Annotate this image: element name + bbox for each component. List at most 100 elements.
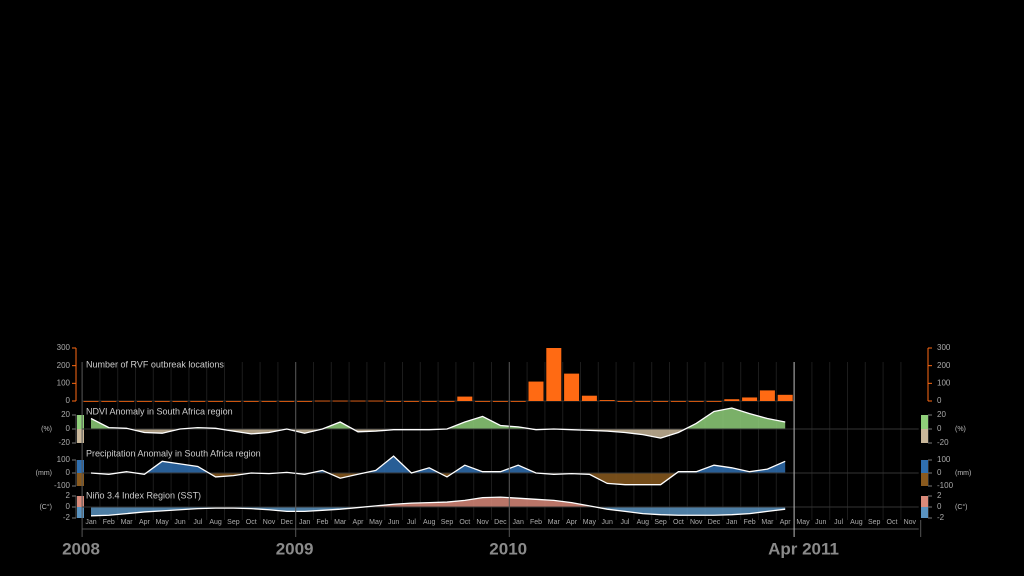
line [90, 407, 786, 439]
month-label: May [796, 519, 810, 526]
color-key-neg-left [77, 507, 84, 518]
month-label: Apr [780, 519, 792, 526]
bar [172, 401, 188, 402]
panel-title: Niño 3.4 Index Region (SST) [86, 490, 201, 500]
color-key-neg-left [77, 429, 84, 443]
bar [564, 373, 580, 401]
area-positive [91, 497, 786, 507]
bar [368, 400, 384, 402]
y-tick-label-right: 100 [937, 378, 951, 387]
year-label: 2009 [276, 539, 314, 558]
bar [225, 401, 241, 402]
unit-label-right: (mm) [955, 470, 971, 477]
month-label: Feb [744, 519, 756, 526]
month-label: Mar [334, 519, 347, 526]
month-label: Jul [834, 519, 843, 526]
unit-label-right: (%) [955, 426, 966, 433]
bar [421, 401, 437, 402]
month-label: Nov [904, 519, 917, 526]
month-label: Jun [388, 519, 399, 526]
month-label: Jun [174, 519, 185, 526]
month-label: Sep [654, 519, 667, 526]
year-label: 2008 [62, 539, 100, 558]
y-tick-label: 2 [66, 491, 71, 500]
month-label: Apr [139, 519, 151, 526]
color-key-neg-right [921, 473, 928, 486]
month-label: May [583, 519, 597, 526]
y-tick-label: -20 [58, 438, 70, 447]
bar [670, 401, 686, 402]
color-key-pos-right [921, 415, 928, 429]
bar [439, 401, 455, 402]
bar [528, 381, 544, 401]
month-label: Aug [209, 519, 222, 526]
bar [653, 401, 669, 402]
bar [546, 348, 562, 401]
y-tick-label-right: -20 [937, 438, 949, 447]
month-label: Jan [85, 519, 96, 526]
bar [350, 400, 366, 402]
bar [190, 401, 206, 402]
y-tick-label: 100 [57, 455, 71, 464]
month-label: Nov [263, 519, 276, 526]
y-tick-label-right: 300 [937, 343, 951, 352]
month-label: Dec [708, 519, 721, 526]
y-tick-label-right: 100 [937, 455, 951, 464]
month-label: Jul [621, 519, 630, 526]
month-label: Mar [121, 519, 134, 526]
y-tick-label: 200 [57, 361, 71, 370]
color-key-pos-left [77, 460, 84, 473]
month-label: Aug [850, 519, 863, 526]
year-label: 2010 [489, 539, 527, 558]
month-label: Jan [299, 519, 310, 526]
y-tick-label-right: 0 [937, 502, 942, 511]
panel-title: Precipitation Anomaly in South Africa re… [86, 448, 261, 458]
month-label: Dec [281, 519, 294, 526]
color-key-pos-right [921, 460, 928, 473]
month-label: Nov [690, 519, 703, 526]
month-label: Sep [227, 519, 240, 526]
bar [332, 400, 348, 402]
y-tick-label-right: 2 [937, 491, 942, 500]
bar [742, 397, 758, 401]
y-tick-label-right: -100 [937, 481, 954, 490]
y-tick-label-right: 200 [937, 361, 951, 370]
y-tick-label: -100 [54, 481, 71, 490]
y-tick-label-right: 20 [937, 410, 946, 419]
month-label: Sep [441, 519, 454, 526]
bar [403, 401, 419, 402]
y-tick-label: 0 [66, 502, 71, 511]
y-tick-label: -2 [63, 513, 71, 522]
y-tick-label: 0 [66, 424, 71, 433]
bar [261, 401, 277, 402]
bar [136, 401, 152, 402]
bar [314, 400, 330, 402]
color-key-neg-left [77, 473, 84, 486]
bar [101, 401, 117, 402]
y-tick-label-right: 0 [937, 424, 942, 433]
bar [475, 401, 491, 402]
month-label: Jun [815, 519, 826, 526]
month-label: Apr [353, 519, 365, 526]
line [90, 496, 786, 517]
month-label: Jan [726, 519, 737, 526]
y-tick-label: 100 [57, 378, 71, 387]
month-label: Dec [494, 519, 507, 526]
month-label: Jan [513, 519, 524, 526]
month-label: Feb [530, 519, 542, 526]
color-key-pos-right [921, 496, 928, 507]
unit-label: (C°) [39, 503, 52, 511]
month-label: Jun [602, 519, 613, 526]
bar [386, 401, 402, 402]
y-tick-label-right: -2 [937, 513, 945, 522]
month-label: Aug [423, 519, 436, 526]
bar [688, 401, 704, 402]
month-label: May [369, 519, 383, 526]
bar [759, 390, 775, 401]
bar [724, 399, 740, 401]
month-label: Oct [887, 519, 898, 526]
bar [581, 395, 597, 401]
bar [119, 401, 135, 402]
month-label: May [156, 519, 170, 526]
color-key-pos-left [77, 415, 84, 429]
